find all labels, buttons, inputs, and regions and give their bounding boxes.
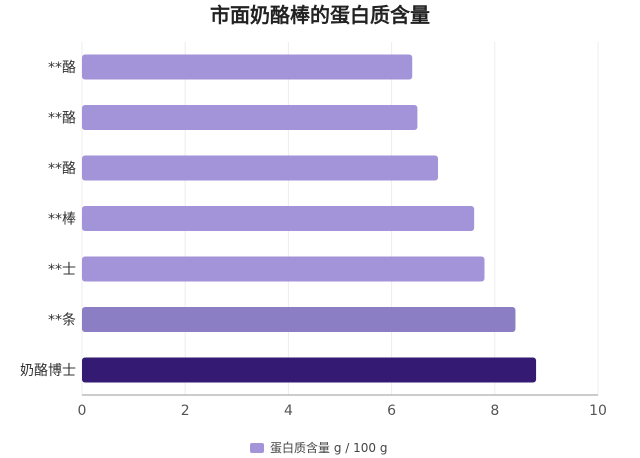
grid-lines (81, 42, 599, 396)
y-tick-label: **酪 (48, 111, 76, 127)
x-axis-labels: 0 2 4 6 8 10 (78, 403, 607, 419)
bar[interactable] (82, 357, 537, 383)
x-tick-label: 8 (490, 403, 499, 419)
bar[interactable] (82, 54, 413, 80)
legend[interactable]: 蛋白质含量 g / 100 g (250, 440, 387, 455)
x-tick-label: 4 (284, 403, 293, 419)
x-tick-label: 0 (78, 403, 87, 419)
bar[interactable] (82, 256, 485, 282)
x-tick-label: 6 (387, 403, 396, 419)
y-tick-label: **士 (48, 262, 76, 278)
legend-label: 蛋白质含量 g / 100 g (270, 440, 387, 455)
y-tick-label: **条 (48, 312, 76, 329)
bar[interactable] (82, 206, 475, 231)
y-tick-label: 奶酪博士 (20, 362, 76, 379)
x-tick-label: 10 (589, 403, 607, 419)
legend-swatch (250, 443, 264, 453)
x-tick-label: 2 (181, 403, 190, 419)
y-tick-label: **酪 (48, 161, 76, 177)
y-tick-label: **酪 (48, 60, 76, 76)
y-tick-label: **棒 (48, 212, 76, 228)
bar[interactable] (82, 105, 418, 130)
bar[interactable] (82, 307, 516, 332)
bars (82, 54, 537, 383)
bar[interactable] (82, 155, 439, 181)
chart-title: 市面奶酪棒的蛋白质含量 (210, 3, 430, 27)
